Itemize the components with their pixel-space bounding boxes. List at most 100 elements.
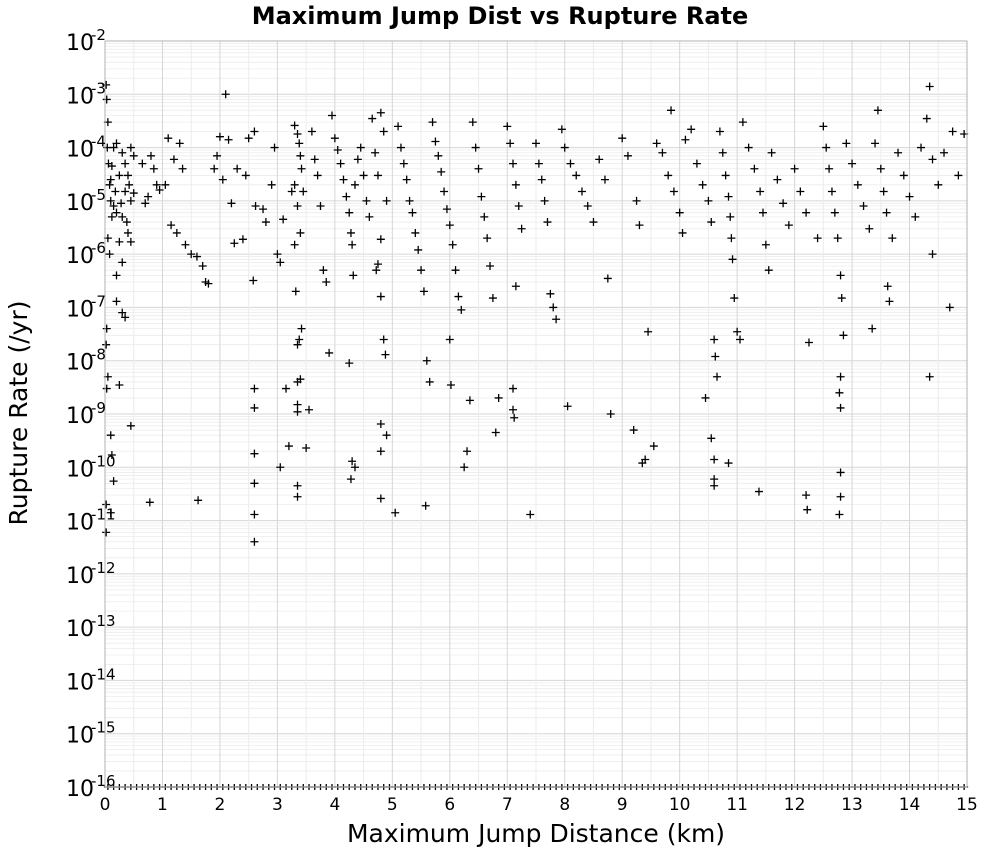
data-point — [102, 528, 111, 537]
data-point — [310, 155, 319, 164]
data-point — [250, 479, 259, 488]
data-point — [350, 463, 359, 472]
data-point — [848, 159, 857, 168]
data-point — [342, 192, 351, 201]
data-point — [468, 118, 477, 127]
data-point — [827, 187, 836, 196]
data-point — [250, 403, 259, 412]
data-point — [899, 171, 908, 180]
data-point — [121, 313, 130, 322]
data-point — [161, 180, 170, 189]
data-point — [664, 171, 673, 180]
data-point — [885, 297, 894, 306]
data-point — [305, 405, 314, 414]
data-point — [491, 428, 500, 437]
grid — [104, 40, 968, 788]
data-point — [669, 187, 678, 196]
data-point — [144, 192, 153, 201]
data-point — [566, 159, 575, 168]
data-point — [819, 122, 828, 131]
data-point — [549, 303, 558, 312]
data-point — [431, 137, 440, 146]
data-point — [460, 463, 469, 472]
data-point — [102, 340, 111, 349]
data-point — [287, 187, 296, 196]
data-point — [730, 294, 739, 303]
data-point — [218, 175, 227, 184]
data-point — [353, 155, 362, 164]
data-point — [396, 143, 405, 152]
data-point — [146, 151, 155, 160]
data-point — [511, 282, 520, 291]
x-tick-label: 3 — [272, 795, 283, 815]
data-point — [129, 189, 138, 198]
data-point — [293, 129, 302, 138]
data-point — [365, 212, 374, 221]
data-point — [250, 384, 259, 393]
data-point — [241, 171, 250, 180]
data-point — [658, 148, 667, 157]
data-point — [503, 122, 512, 131]
data-point — [511, 180, 520, 189]
data-point — [106, 196, 115, 205]
data-point — [316, 202, 325, 211]
data-point — [118, 148, 127, 157]
data-point — [345, 208, 354, 217]
data-point — [279, 215, 288, 224]
data-point — [376, 235, 385, 244]
data-point — [540, 196, 549, 205]
data-point — [187, 250, 196, 259]
data-point — [155, 185, 164, 194]
data-point — [457, 305, 466, 314]
data-point — [382, 196, 391, 205]
data-point — [348, 457, 357, 466]
y-axis-label: Rupture Rate (/yr) — [4, 301, 33, 526]
data-point — [649, 442, 658, 451]
data-point — [758, 208, 767, 217]
x-tick-label: 9 — [617, 795, 628, 815]
data-point — [859, 202, 868, 211]
data-point — [865, 224, 874, 233]
x-tick-label: 7 — [502, 795, 513, 815]
data-point — [644, 327, 653, 336]
data-point — [773, 175, 782, 184]
data-point — [391, 508, 400, 517]
data-point — [509, 159, 518, 168]
data-point — [149, 164, 158, 173]
data-point — [879, 187, 888, 196]
data-point — [813, 234, 822, 243]
data-point — [346, 228, 355, 237]
data-point — [761, 240, 770, 249]
data-point — [837, 294, 846, 303]
data-point — [853, 180, 862, 189]
data-point — [830, 208, 839, 217]
data-point — [764, 266, 773, 275]
data-point — [954, 171, 963, 180]
data-point — [577, 187, 586, 196]
y-tick-label: 10-2 — [66, 26, 106, 56]
data-point — [118, 308, 127, 317]
data-point — [250, 510, 259, 519]
data-point — [172, 228, 181, 237]
x-tick-label: 1 — [157, 795, 168, 815]
y-tick-label: 10-4 — [66, 133, 106, 163]
data-point — [419, 287, 428, 296]
data-point — [836, 403, 845, 412]
data-point — [552, 315, 561, 324]
data-point — [448, 240, 457, 249]
data-point — [339, 175, 348, 184]
data-point — [883, 282, 892, 291]
y-tick-label: 10-14 — [66, 665, 116, 695]
data-point — [509, 405, 518, 414]
data-point — [112, 271, 121, 280]
data-point — [376, 447, 385, 456]
data-point — [290, 240, 299, 249]
data-point — [445, 221, 454, 230]
data-point — [405, 196, 414, 205]
data-point — [129, 151, 138, 160]
data-point — [711, 352, 720, 361]
data-point — [425, 377, 434, 386]
data-point — [295, 335, 304, 344]
data-point — [402, 175, 411, 184]
x-tick-label: 13 — [841, 795, 863, 815]
